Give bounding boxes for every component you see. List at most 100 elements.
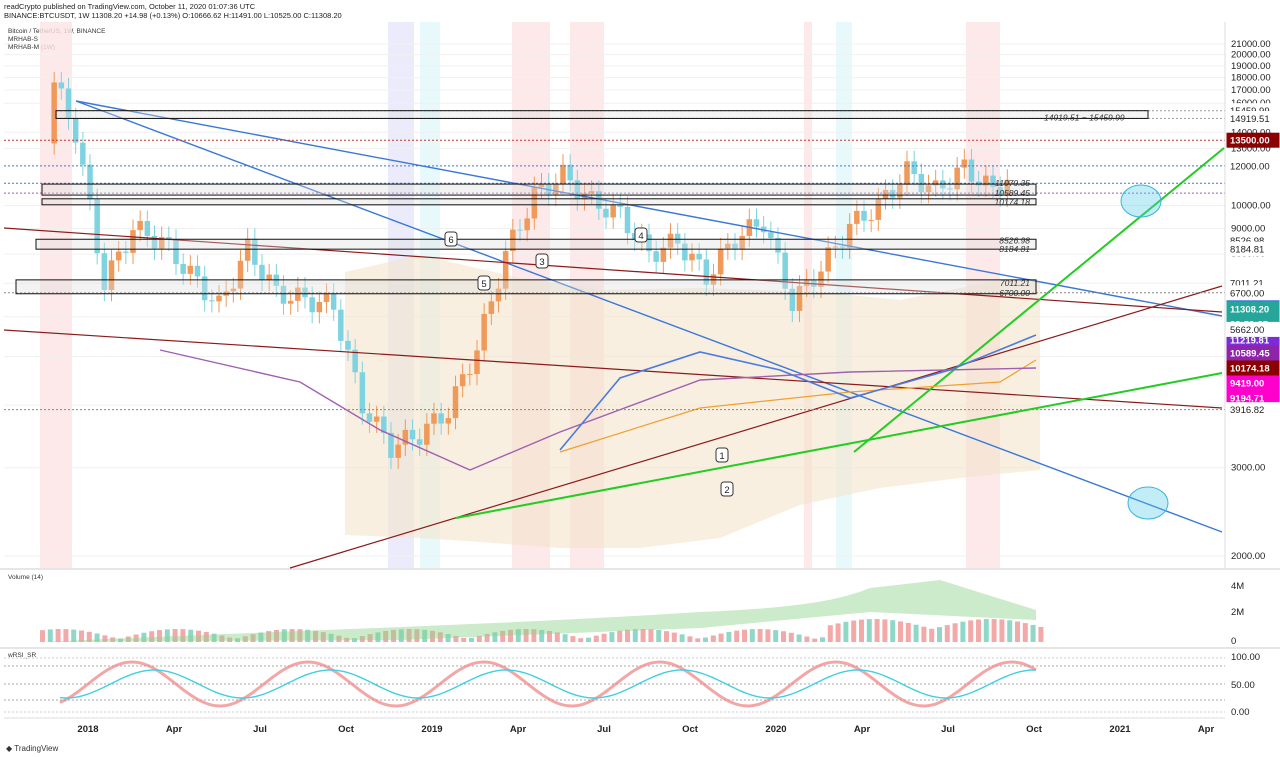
volume-bar [313,630,318,642]
price-tag-17 [1226,402,1280,418]
candle-body [115,251,122,261]
candle-body [123,251,129,253]
candle-body [309,297,315,313]
volume-bar [562,634,568,642]
rsi-fast-line [59,660,1037,708]
blue-ma-line [559,334,1037,451]
volume-pane-title[interactable]: Volume (14) [8,574,44,581]
volume-bar [976,619,981,642]
volume-bar [796,634,802,642]
candle-body [338,309,344,341]
candle-body [438,413,444,424]
volume-tick-2: 0 [1231,636,1236,647]
volume-bar [905,622,911,642]
zone-box-3 [35,238,1037,250]
zone-box-label: 14919.51 ~ 15459.99 [1044,112,1125,122]
candle-body [388,432,394,458]
candle-body [596,190,602,209]
candle-body [703,259,710,285]
volume-bar [274,629,279,642]
price-tag-label-14: 7011.21 [1230,278,1264,289]
volume-bar [726,631,732,642]
volume-bar [820,637,825,642]
candle-body [588,190,595,194]
volume-bar [578,638,584,642]
volume-bar [890,620,896,642]
volume-bar [281,629,287,642]
volume-bar [617,630,623,642]
tradingview-logo[interactable]: ◆ TradingView [6,744,59,753]
candle-body [352,349,358,373]
candle-body [560,164,566,185]
candle-body [366,413,373,422]
publish-info: readCrypto published on TradingView.com,… [4,2,256,11]
volume-bar [71,629,77,642]
candle-body [660,247,667,262]
candle-body [667,233,674,248]
candle-body [481,313,487,351]
volume-bar [773,630,779,642]
volume-bar [593,635,599,642]
volume-bar [929,628,935,642]
callout-box-3 [634,227,648,243]
volume-bar [55,629,61,642]
legend-indicator-1[interactable]: MRHAB-S [8,36,38,43]
candle-body [768,232,774,238]
candle-body [646,234,652,252]
candle-body [861,210,867,221]
price-tag-3 [1226,158,1280,174]
volume-bar [999,619,1005,642]
x-tick-11: Oct [1026,724,1043,735]
candle-body [925,185,932,193]
price-tag-15 [1226,285,1280,301]
volume-bar [508,629,513,642]
candle-body [244,238,251,261]
volume-bar [484,633,490,642]
legend-indicator-2[interactable]: MRHAB-M (1W) [8,44,55,51]
volume-bar [843,621,849,642]
candle-body [252,238,258,265]
volume-bar [453,635,459,642]
volume-bar [913,624,919,642]
volume-bar [398,629,404,642]
candle-body [796,285,803,311]
volume-bar [430,630,435,642]
blue-downtrend-line [75,100,1223,533]
volume-bar [851,620,857,642]
y-tick-4: 17000.00 [1231,85,1271,96]
candle-body [108,260,115,291]
axis-layer: 21000.0020000.0019000.0018000.0017000.00… [4,22,1280,735]
price-tag-2 [1226,132,1280,148]
candle-body [839,246,846,248]
candle-body [216,295,222,302]
y-tick-2: 19000.00 [1231,61,1271,72]
rsi-tick-0: 100.00 [1231,652,1260,663]
candle-body [187,265,194,274]
volume-bar [664,631,669,642]
candle-body [889,189,896,198]
candle-body [209,300,215,302]
price-tag-label-16: 5662.00 [1230,325,1264,336]
candle-body [603,208,609,218]
volume-bar [921,626,927,642]
candle-body [983,175,989,186]
level-label-3: 8526.98 [999,235,1030,245]
price-tag-16 [1226,321,1280,337]
volume-bar [742,629,747,642]
green-support-line [455,372,1223,519]
volume-bar [625,629,630,642]
rsi-tick-2: 0.00 [1231,707,1250,718]
volume-bar [141,632,147,642]
volume-bar [1030,624,1036,642]
volume-bar [305,629,311,642]
volume-bar [94,633,100,642]
y-tick-0: 21000.00 [1231,39,1271,50]
volume-bar [492,632,498,642]
rsi-signal-line [59,669,1036,699]
rsi-pane-title[interactable]: wRSI_SR [8,652,37,659]
volume-bar [461,637,467,642]
x-tick-4: 2019 [421,724,442,735]
volume-bar [172,629,178,642]
volume-bar [648,629,654,642]
